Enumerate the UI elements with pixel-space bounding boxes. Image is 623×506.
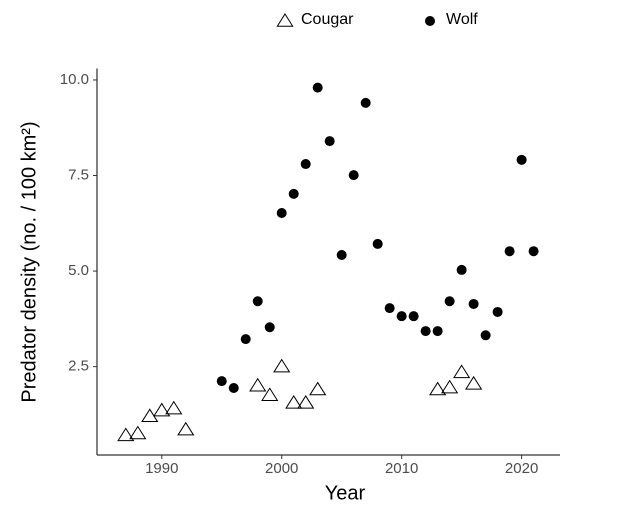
point xyxy=(441,379,459,394)
point xyxy=(336,250,347,261)
legend-symbol xyxy=(425,16,435,26)
point xyxy=(453,364,471,379)
point xyxy=(492,306,503,317)
point xyxy=(384,303,395,314)
y-tick-label: 5.0 xyxy=(68,262,89,279)
y-tick-label: 10.0 xyxy=(60,71,89,88)
point xyxy=(372,238,383,249)
point xyxy=(276,207,287,218)
point xyxy=(408,311,419,322)
legend-symbol xyxy=(276,13,294,27)
point xyxy=(348,170,359,181)
point xyxy=(456,264,467,275)
point xyxy=(504,246,515,257)
point xyxy=(228,383,239,394)
point xyxy=(420,326,431,337)
point xyxy=(396,311,407,322)
x-tick-label: 2010 xyxy=(385,460,418,477)
point xyxy=(516,154,527,165)
y-axis-title: Predator density (no. / 100 km²) xyxy=(18,121,40,402)
point xyxy=(129,425,147,440)
point xyxy=(309,381,327,396)
point xyxy=(240,334,251,345)
point xyxy=(528,246,539,257)
y-tick-label: 7.5 xyxy=(68,166,89,183)
point xyxy=(465,375,483,390)
x-tick-label: 2020 xyxy=(505,460,538,477)
point xyxy=(273,358,291,373)
point xyxy=(216,376,227,387)
point xyxy=(360,97,371,108)
point xyxy=(264,322,275,333)
point xyxy=(165,400,183,415)
point xyxy=(324,136,335,147)
point xyxy=(429,381,447,396)
point xyxy=(117,427,135,442)
point xyxy=(300,159,311,170)
point xyxy=(432,326,443,337)
point xyxy=(177,421,195,436)
point xyxy=(153,402,171,417)
point xyxy=(261,387,279,402)
point xyxy=(297,394,315,409)
point xyxy=(141,408,159,423)
point xyxy=(312,82,323,93)
point xyxy=(444,296,455,307)
x-axis-title: Year xyxy=(325,482,366,504)
x-tick-label: 1990 xyxy=(145,460,178,477)
point xyxy=(480,330,491,341)
x-tick-label: 2000 xyxy=(265,460,298,477)
point xyxy=(285,394,303,409)
legend-label: Cougar xyxy=(301,11,354,28)
point xyxy=(252,296,263,307)
point xyxy=(249,377,267,392)
y-tick-label: 2.5 xyxy=(68,358,89,375)
point xyxy=(288,188,299,199)
point xyxy=(468,298,479,309)
legend-label: Wolf xyxy=(446,11,478,28)
